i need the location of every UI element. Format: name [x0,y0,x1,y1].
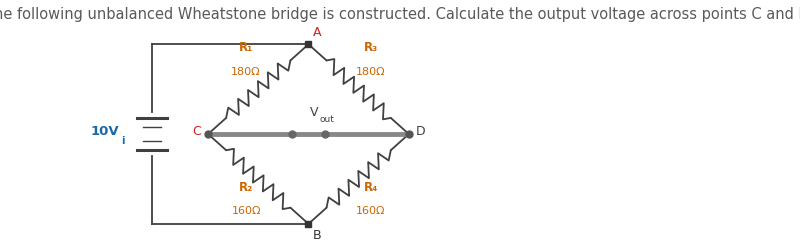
Text: R₁: R₁ [239,41,254,54]
Text: 180Ω: 180Ω [231,67,261,77]
Text: R₄: R₄ [364,181,378,194]
Text: C: C [192,125,201,138]
Text: R₃: R₃ [364,41,378,54]
Text: 180Ω: 180Ω [356,67,386,77]
Text: B: B [313,229,322,242]
Text: R₂: R₂ [239,181,254,194]
Text: 160Ω: 160Ω [231,206,261,216]
Text: D: D [416,125,426,138]
Text: V: V [310,106,318,119]
Text: The following unbalanced Wheatstone bridge is constructed. Calculate the output : The following unbalanced Wheatstone brid… [0,7,800,22]
Text: out: out [319,115,334,124]
Text: 10V: 10V [91,125,119,138]
Text: 160Ω: 160Ω [356,206,386,216]
Text: A: A [313,26,322,39]
Text: i: i [121,137,124,146]
